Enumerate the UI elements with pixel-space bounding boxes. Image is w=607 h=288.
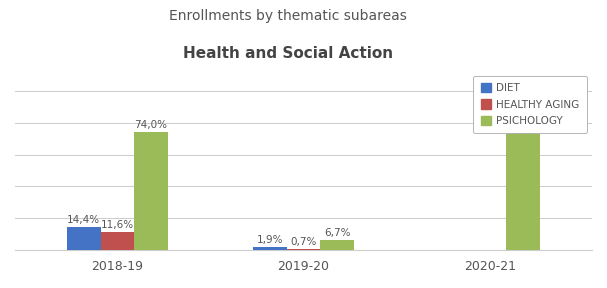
Text: 6,7%: 6,7% — [324, 228, 350, 238]
Text: 14,4%: 14,4% — [67, 215, 100, 226]
Text: Enrollments by thematic subareas: Enrollments by thematic subareas — [169, 9, 407, 23]
Bar — [253, 247, 287, 250]
Legend: DIET, HEALTHY AGING, PSICHOLOGY: DIET, HEALTHY AGING, PSICHOLOGY — [473, 76, 587, 133]
Title: Enrollments by thematic subareas
Health and Social Action: Enrollments by thematic subareas Health … — [0, 287, 1, 288]
Bar — [134, 132, 168, 250]
Bar — [287, 249, 320, 250]
Text: 74,0%: 74,0% — [134, 120, 168, 130]
Bar — [67, 227, 101, 250]
Bar — [101, 232, 134, 250]
Text: Health and Social Action: Health and Social Action — [183, 46, 393, 61]
Text: 100,0%: 100,0% — [503, 79, 543, 89]
Bar — [506, 91, 540, 250]
Text: 1,9%: 1,9% — [257, 235, 283, 245]
Text: 11,6%: 11,6% — [101, 220, 134, 230]
Bar — [320, 240, 354, 250]
Text: 0,7%: 0,7% — [290, 237, 317, 247]
